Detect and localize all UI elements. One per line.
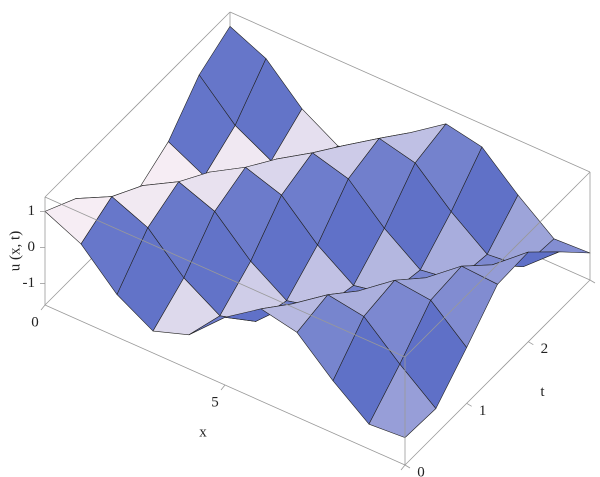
y-tick-label: 2 bbox=[541, 341, 549, 357]
y-tick-label: 1 bbox=[479, 403, 487, 419]
y-tick bbox=[589, 279, 596, 284]
x-tick-label: 10 bbox=[388, 474, 403, 477]
box-edge bbox=[404, 171, 591, 358]
surface-patch bbox=[368, 363, 437, 438]
z-tick-label: 0 bbox=[28, 239, 36, 255]
x-tick bbox=[400, 464, 406, 471]
box-edge bbox=[229, 11, 591, 173]
x-tick bbox=[40, 304, 46, 311]
t-axis-label: t bbox=[540, 384, 545, 400]
z-tick-label: 1 bbox=[28, 203, 36, 219]
y-tick bbox=[404, 464, 411, 469]
x-axis-label: x bbox=[199, 424, 207, 440]
x-tick-label: 0 bbox=[31, 314, 39, 330]
box-edge bbox=[44, 11, 231, 198]
z-tick-label: -1 bbox=[23, 275, 36, 291]
box-edge bbox=[404, 279, 591, 466]
z-axis-label: u (x, t) bbox=[7, 231, 23, 271]
y-tick bbox=[528, 341, 534, 346]
surface bbox=[44, 26, 591, 438]
y-tick bbox=[466, 402, 472, 407]
x-tick bbox=[220, 384, 226, 391]
y-tick-label: 0 bbox=[417, 464, 425, 477]
x-tick-label: 5 bbox=[211, 394, 219, 410]
box-edge bbox=[44, 196, 406, 358]
